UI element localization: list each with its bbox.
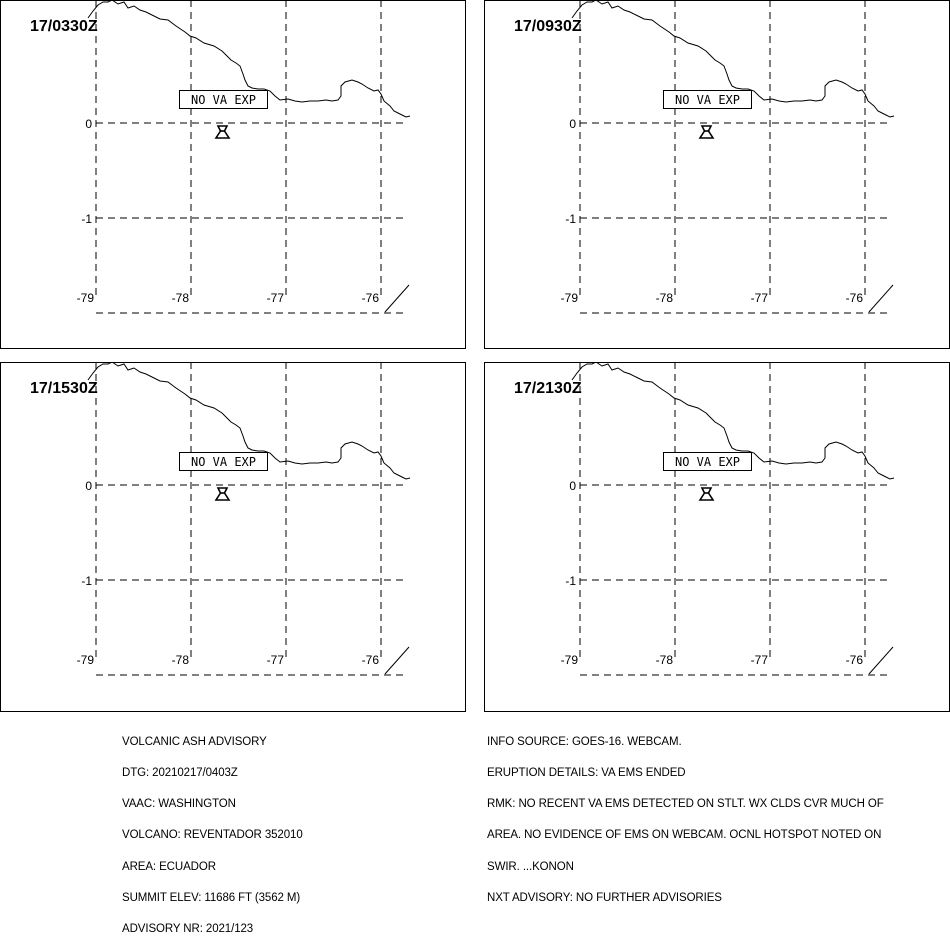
longitude-label: -78 <box>656 291 674 305</box>
status-box: NO VA EXP <box>663 452 752 471</box>
latitude-label: -1 <box>565 574 576 588</box>
longitude-label: -79 <box>561 291 579 305</box>
advisory-line: RMK: NO RECENT VA EMS DETECTED ON STLT. … <box>487 798 884 811</box>
border-line <box>384 646 410 675</box>
status-box: NO VA EXP <box>179 90 268 109</box>
longitude-label: -79 <box>561 653 579 667</box>
panel-border <box>0 0 466 349</box>
latitude-label: -1 <box>81 574 92 588</box>
advisory-right-block: INFO SOURCE: GOES-16. WEBCAM. ERUPTION D… <box>487 716 884 914</box>
status-text: NO VA EXP <box>675 93 740 107</box>
advisory-line: SUMMIT ELEV: 11686 FT (3562 M) <box>122 891 301 904</box>
longitude-label: -77 <box>751 653 769 667</box>
longitude-label: -79 <box>77 291 95 305</box>
panel-border <box>0 362 466 712</box>
advisory-line: VOLCANIC ASH ADVISORY <box>122 735 267 748</box>
border-line <box>868 646 894 675</box>
volcano-icon <box>698 487 715 501</box>
status-box: NO VA EXP <box>179 452 268 471</box>
status-text: NO VA EXP <box>675 455 740 469</box>
status-text: NO VA EXP <box>191 455 256 469</box>
advisory-line: DTG: 20210217/0403Z <box>122 767 238 780</box>
advisory-line: ADVISORY NR: 2021/123 <box>122 923 254 936</box>
longitude-label: -78 <box>172 291 190 305</box>
panel-border <box>484 0 950 349</box>
advisory-line: AREA. NO EVIDENCE OF EMS ON WEBCAM. OCNL… <box>487 829 882 842</box>
longitude-label: -77 <box>267 291 285 305</box>
latitude-label: -1 <box>565 212 576 226</box>
map-panel-1: 0 -1 -79 -78 -77 -76 NO VA EXP 17/0330Z <box>0 0 466 349</box>
volcano-icon <box>698 125 715 139</box>
latitude-label: -1 <box>81 212 92 226</box>
longitude-label: -76 <box>362 291 380 305</box>
border-line <box>868 284 894 313</box>
advisory-line: INFO SOURCE: GOES-16. WEBCAM. <box>487 735 682 748</box>
longitude-label: -77 <box>267 653 285 667</box>
panel-time-label: 17/0330Z <box>30 18 98 35</box>
map-panel-3: 0 -1 -79 -78 -77 -76 NO VA EXP 17/1530Z <box>0 362 466 712</box>
longitude-label: -76 <box>846 291 864 305</box>
longitude-label: -76 <box>846 653 864 667</box>
coastline <box>87 362 411 480</box>
volcano-icon <box>214 125 231 139</box>
border-line <box>384 284 410 313</box>
latitude-label: 0 <box>85 479 92 493</box>
longitude-label: -78 <box>656 653 674 667</box>
advisory-line: VOLCANO: REVENTADOR 352010 <box>122 829 303 842</box>
longitude-label: -78 <box>172 653 190 667</box>
advisory-line: VAAC: WASHINGTON <box>122 798 236 811</box>
map-svg: 0 -1 -79 -78 -77 -76 NO VA EXP <box>0 362 466 712</box>
advisory-line: ERUPTION DETAILS: VA EMS ENDED <box>487 767 686 780</box>
panel-time-label: 17/2130Z <box>514 380 582 397</box>
panel-time-label: 17/1530Z <box>30 380 98 397</box>
advisory-line: AREA: ECUADOR <box>122 860 216 873</box>
advisory-line: NXT ADVISORY: NO FURTHER ADVISORIES <box>487 891 722 904</box>
map-panel-2: 0 -1 -79 -78 -77 -76 NO VA EXP 17/0930Z <box>484 0 950 349</box>
map-svg: 0 -1 -79 -78 -77 -76 NO VA EXP <box>484 362 950 712</box>
coastline <box>571 0 895 118</box>
latitude-label: 0 <box>85 117 92 131</box>
coastline <box>571 362 895 480</box>
status-text: NO VA EXP <box>191 93 256 107</box>
map-svg: 0 -1 -79 -78 -77 -76 NO VA EXP <box>484 0 950 349</box>
longitude-label: -77 <box>751 291 769 305</box>
coastline <box>87 0 411 118</box>
advisory-left-block: VOLCANIC ASH ADVISORY DTG: 20210217/0403… <box>122 716 303 945</box>
advisory-line: SWIR. ...KONON <box>487 860 574 873</box>
map-panel-4: 0 -1 -79 -78 -77 -76 NO VA EXP 17/2130Z <box>484 362 950 712</box>
latitude-label: 0 <box>569 117 576 131</box>
longitude-label: -76 <box>362 653 380 667</box>
panel-border <box>484 362 950 712</box>
status-box: NO VA EXP <box>663 90 752 109</box>
longitude-label: -79 <box>77 653 95 667</box>
volcano-icon <box>214 487 231 501</box>
panel-time-label: 17/0930Z <box>514 18 582 35</box>
latitude-label: 0 <box>569 479 576 493</box>
map-svg: 0 -1 -79 -78 -77 -76 NO VA EXP <box>0 0 466 349</box>
